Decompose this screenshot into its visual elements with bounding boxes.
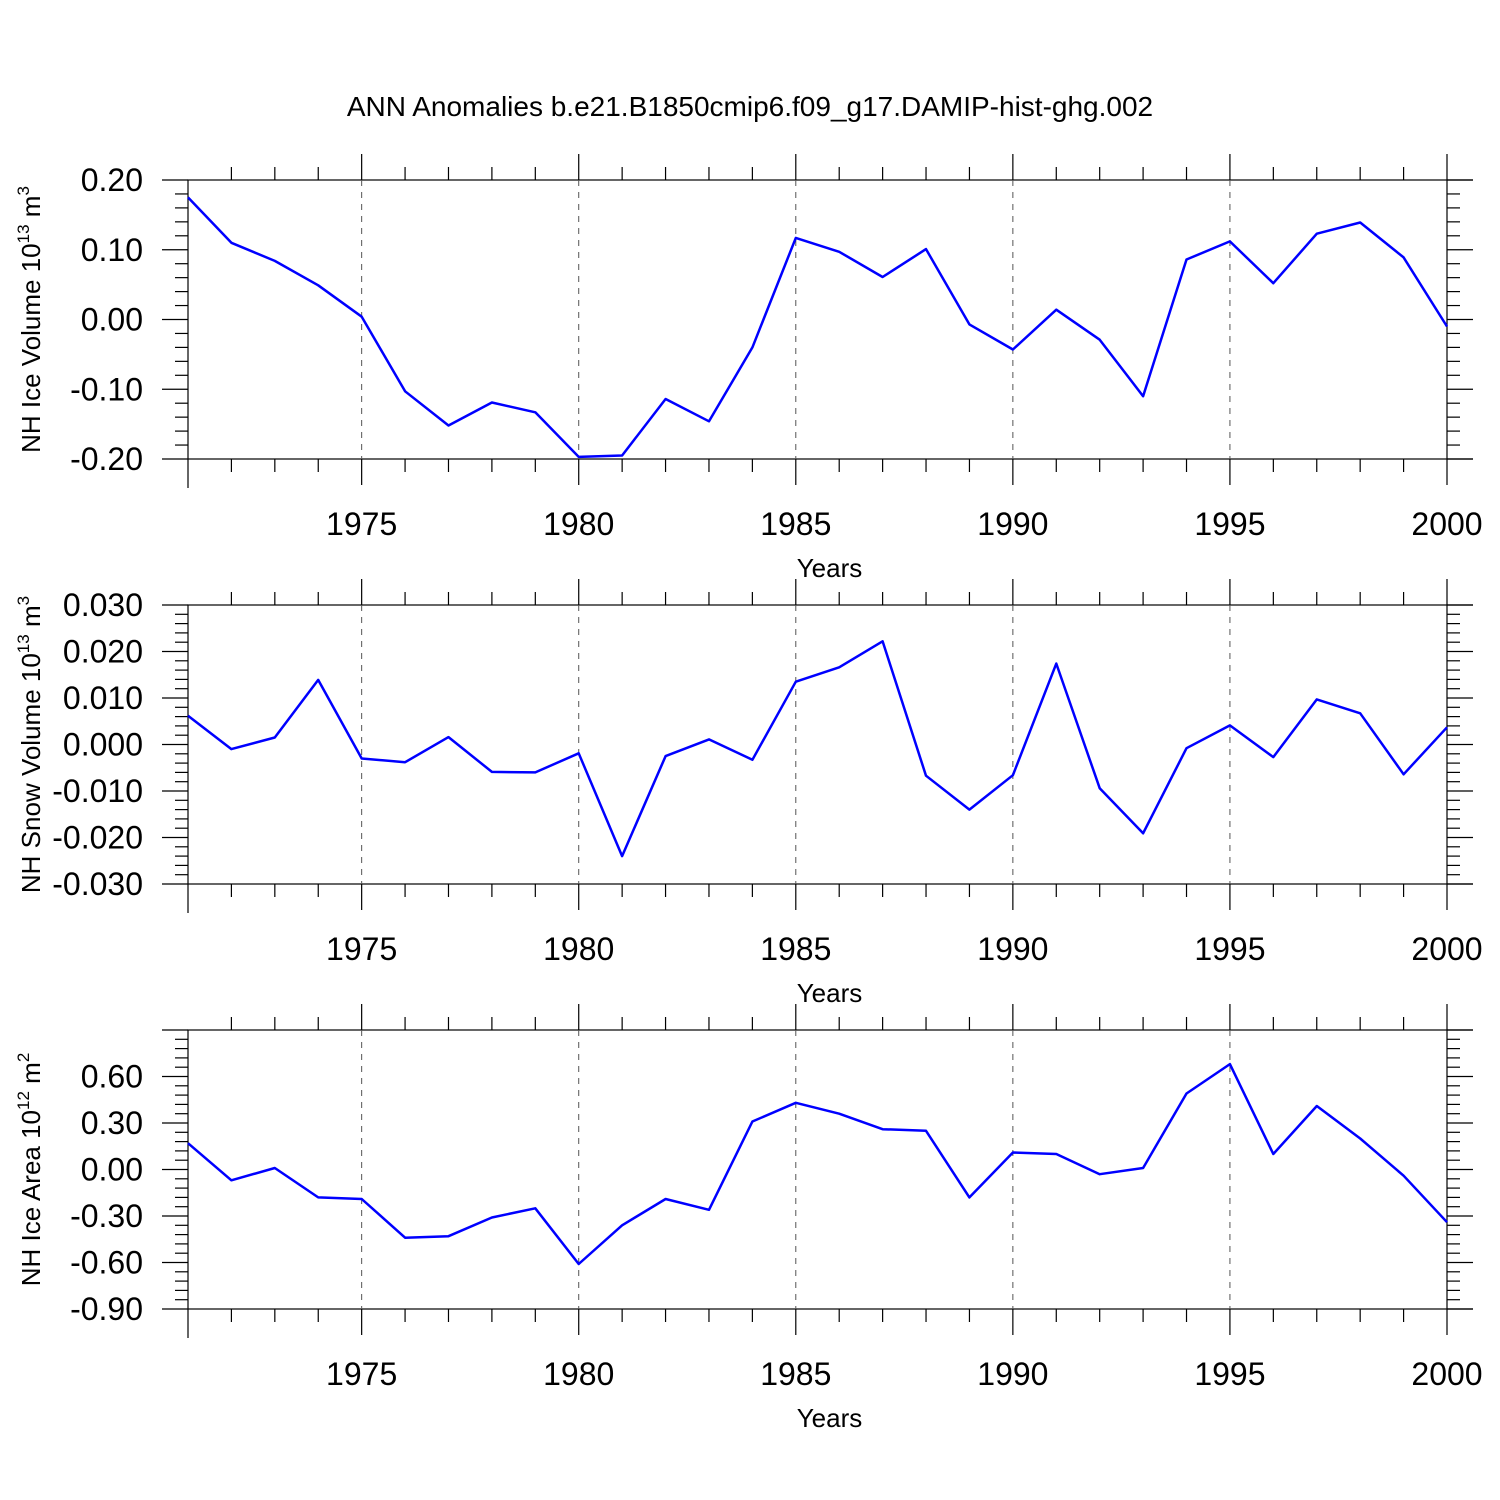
x-tick-label: 1990 [977,506,1048,542]
y-tick-label: -0.10 [70,371,143,407]
x-axis-label: Years [797,553,863,583]
y-tick-label: 0.00 [81,302,143,338]
series-line-1 [187,196,1449,459]
y-axis-label-unit: m [16,196,46,225]
x-tick-label: 1985 [760,506,831,542]
y-axis-label-unit: m [16,605,46,634]
y-tick-label: 0.60 [81,1059,143,1095]
plot-frame [187,179,1448,460]
y-axis-label-prefix: NH Ice Volume 10 [16,243,46,453]
y-axis-label-unit: m [16,1062,46,1091]
y-axis-label-exponent: 12 [14,1091,33,1110]
x-tick-label: 1995 [1194,931,1265,967]
y-tick-label: -0.30 [70,1198,143,1234]
y-tick-label: 0.020 [63,634,143,670]
y-tick-label: 0.030 [63,587,143,623]
y-axis-label: NH Ice Area 1012 m2 [14,1053,46,1287]
y-tick-label: -0.010 [52,773,143,809]
x-tick-label: 1975 [326,1356,397,1392]
y-tick-label: 0.000 [63,727,143,763]
y-axis-label-prefix: NH Ice Area 10 [16,1110,46,1286]
x-tick-label: 1990 [977,931,1048,967]
y-axis-label-unit-exponent: 2 [14,1053,33,1062]
x-tick-label: 1995 [1194,1356,1265,1392]
x-tick-label: 1980 [543,1356,614,1392]
chart-title: ANN Anomalies b.e21.B1850cmip6.f09_g17.D… [347,91,1153,122]
y-axis-label-prefix: NH Snow Volume 10 [16,653,46,893]
x-tick-label: 2000 [1411,1356,1482,1392]
y-tick-label: -0.90 [70,1291,143,1327]
y-tick-label: -0.20 [70,441,143,477]
x-tick-label: 1985 [760,931,831,967]
chart-panel-2: 1975 1980 1985 1990 1995 2000 Years -0.030 -0.02… [14,579,1483,1008]
y-axis-label-unit-exponent: 3 [14,186,33,195]
x-tick-label: 1995 [1194,506,1265,542]
x-tick-label: 1975 [326,931,397,967]
y-axis-label: NH Ice Volume 1013 m3 [14,186,46,453]
y-tick-label: 0.30 [81,1105,143,1141]
chart-panel-1: 1975 1980 1985 1990 1995 2000 Years -0.20 -0.10 0… [14,154,1483,583]
y-tick-label: 0.00 [81,1152,143,1188]
x-tick-label: 1975 [326,506,397,542]
y-tick-label: 0.20 [81,162,143,198]
series-line-1 [187,1062,1448,1266]
chart-panel-3: 1975 1980 1985 1990 1995 2000 Years -0.90 -0.60 -… [14,1004,1483,1433]
y-axis-label-exponent: 13 [14,224,33,243]
y-tick-label: -0.030 [52,866,143,902]
x-tick-label: 1980 [543,931,614,967]
panels: 1975 1980 1985 1990 1995 2000 Years -0.20 -0.10 0… [14,154,1483,1433]
y-axis-label: NH Snow Volume 1013 m3 [14,596,46,893]
y-axis-label-unit-exponent: 3 [14,596,33,605]
x-tick-label: 1985 [760,1356,831,1392]
y-tick-label: 0.010 [63,680,143,716]
x-tick-label: 2000 [1411,506,1482,542]
y-tick-label: 0.10 [81,232,143,268]
y-axis-label-exponent: 13 [14,634,33,653]
x-tick-label: 2000 [1411,931,1482,967]
x-axis-label: Years [797,1403,863,1433]
y-tick-label: -0.60 [70,1245,143,1281]
x-axis-label: Years [797,978,863,1008]
x-tick-label: 1990 [977,1356,1048,1392]
x-tick-label: 1980 [543,506,614,542]
plot-frame [187,1029,1448,1310]
series-line-1 [187,640,1448,858]
y-tick-label: -0.020 [52,820,143,856]
